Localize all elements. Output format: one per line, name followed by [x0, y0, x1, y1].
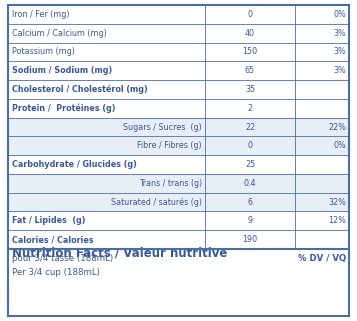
Text: 22: 22 [245, 123, 255, 132]
Text: Protein /  Protéines (g): Protein / Protéines (g) [12, 103, 116, 113]
Text: 32%: 32% [328, 198, 346, 207]
Text: 0: 0 [247, 10, 252, 19]
Text: Nutrition Facts / Valeur nutritive: Nutrition Facts / Valeur nutritive [12, 246, 227, 259]
Text: 65: 65 [245, 66, 255, 75]
Text: 9: 9 [247, 216, 252, 225]
Text: % DV / VQ: % DV / VQ [298, 254, 346, 263]
Text: 12%: 12% [328, 216, 346, 225]
Text: Saturated / saturés (g): Saturated / saturés (g) [111, 197, 202, 207]
Text: pour 3/4 tasse (188mL): pour 3/4 tasse (188mL) [12, 254, 113, 263]
Text: 3%: 3% [333, 29, 346, 38]
Text: Fibre / Fibres (g): Fibre / Fibres (g) [137, 141, 202, 150]
Text: 0%: 0% [333, 10, 346, 19]
Text: Cholesterol / Cholestérol (mg): Cholesterol / Cholestérol (mg) [12, 85, 148, 94]
Text: Fat / Lipides  (g): Fat / Lipides (g) [12, 216, 85, 225]
Text: Calories / Calories: Calories / Calories [12, 235, 94, 244]
Bar [8, 117, 349, 136]
Text: 0%: 0% [333, 141, 346, 150]
Text: Potassium (mg): Potassium (mg) [12, 48, 75, 56]
Text: Iron / Fer (mg): Iron / Fer (mg) [12, 10, 70, 19]
Text: 0: 0 [247, 141, 252, 150]
Bar [8, 193, 349, 212]
Text: 190: 190 [242, 235, 257, 244]
Text: 25: 25 [245, 160, 255, 169]
Text: 35: 35 [245, 85, 255, 94]
Text: Trans / trans (g): Trans / trans (g) [139, 179, 202, 188]
Text: Per 3/4 cup (188mL): Per 3/4 cup (188mL) [12, 268, 100, 277]
Text: Sodium / Sodium (mg): Sodium / Sodium (mg) [12, 66, 112, 75]
Text: 150: 150 [242, 48, 257, 56]
Text: 0.4: 0.4 [244, 179, 256, 188]
Text: Sugars / Sucres  (g): Sugars / Sucres (g) [123, 123, 202, 132]
Text: Calcium / Calcium (mg): Calcium / Calcium (mg) [12, 29, 107, 38]
Bar [8, 136, 349, 155]
Text: 40: 40 [245, 29, 255, 38]
Text: 6: 6 [247, 198, 252, 207]
Text: Carbohydrate / Glucides (g): Carbohydrate / Glucides (g) [12, 160, 137, 169]
Text: 22%: 22% [328, 123, 346, 132]
Bar [8, 174, 349, 193]
Text: 2: 2 [247, 104, 252, 113]
Text: 3%: 3% [333, 66, 346, 75]
Text: 3%: 3% [333, 48, 346, 56]
